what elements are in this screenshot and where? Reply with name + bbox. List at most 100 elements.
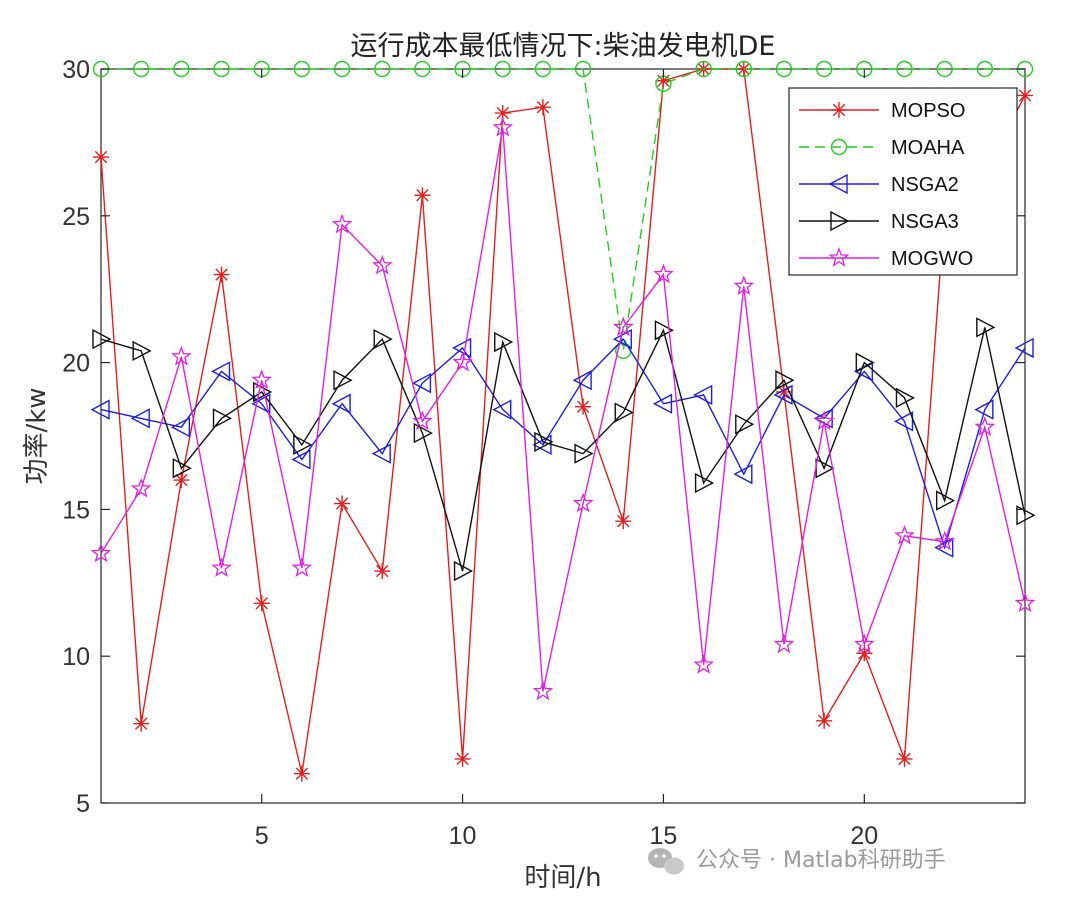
line-nsga3 bbox=[100, 327, 1026, 572]
point-nsga3-12 bbox=[534, 431, 554, 453]
point-nsga3-2 bbox=[132, 340, 152, 362]
legend-item-nsga2[interactable]: NSGA2 bbox=[799, 173, 959, 196]
point-mogwo-2 bbox=[130, 478, 152, 498]
point-nsga3-13 bbox=[574, 443, 594, 464]
point-moaha-4 bbox=[213, 60, 230, 78]
point-nsga2-4 bbox=[211, 361, 231, 382]
point-mopso-5 bbox=[253, 595, 270, 612]
x-tick-label: 5 bbox=[255, 822, 269, 850]
point-mogwo-17 bbox=[733, 275, 755, 296]
point-nsga2-1 bbox=[90, 399, 110, 420]
point-moaha-17 bbox=[735, 60, 752, 78]
point-moaha-3 bbox=[173, 60, 190, 78]
point-nsga3-6 bbox=[293, 434, 313, 455]
point-mogwo-4 bbox=[211, 557, 232, 577]
point-nsga3-14 bbox=[614, 402, 634, 423]
legend[interactable]: MOPSO MOAHA NSGA2 NSGA3 MOGWO bbox=[788, 87, 1018, 276]
legend-marker bbox=[830, 210, 850, 232]
point-moaha-9 bbox=[414, 60, 431, 78]
point-moaha-13 bbox=[574, 60, 592, 78]
point-nsga3-16 bbox=[694, 472, 715, 494]
point-mopso-19 bbox=[816, 712, 833, 729]
legend-item-mopso[interactable]: MOPSO bbox=[799, 100, 965, 122]
x-tick-label: 10 bbox=[449, 822, 477, 850]
series-mopso bbox=[93, 61, 1033, 782]
x-tick-label: 15 bbox=[650, 822, 678, 850]
point-nsga3-24 bbox=[1016, 505, 1036, 526]
y-tick-label: 20 bbox=[62, 350, 90, 378]
point-nsga2-2 bbox=[130, 408, 150, 429]
point-mogwo-23 bbox=[974, 416, 996, 436]
legend-box bbox=[788, 87, 1018, 276]
point-nsga2-15 bbox=[652, 393, 673, 414]
point-nsga2-7 bbox=[331, 393, 351, 414]
ticks-layer: 5 10 15 20 5 10 15 20 25 30 bbox=[62, 56, 1025, 850]
wechat-icon bbox=[648, 848, 684, 875]
point-nsga3-11 bbox=[494, 331, 514, 353]
point-mopso-6 bbox=[293, 765, 310, 782]
x-tick-label: 20 bbox=[850, 822, 878, 850]
point-mogwo-13 bbox=[572, 492, 594, 513]
point-moaha-11 bbox=[494, 60, 511, 78]
watermark: 公众号 · Matlab科研助手 bbox=[648, 848, 946, 875]
point-mogwo-14 bbox=[612, 316, 634, 337]
point-nsga3-17 bbox=[735, 414, 755, 435]
point-mopso-9 bbox=[414, 187, 431, 204]
point-mogwo-16 bbox=[693, 654, 714, 674]
legend-marker bbox=[828, 247, 850, 267]
legend-label: MOAHA bbox=[891, 137, 965, 159]
point-moaha-23 bbox=[976, 60, 994, 78]
point-moaha-22 bbox=[936, 60, 953, 78]
point-moaha-6 bbox=[293, 60, 311, 78]
point-nsga2-13 bbox=[572, 370, 592, 391]
point-mopso-10 bbox=[454, 750, 471, 767]
point-moaha-16 bbox=[695, 60, 712, 78]
point-moaha-2 bbox=[132, 60, 150, 78]
point-nsga2-21 bbox=[893, 411, 914, 432]
point-mogwo-12 bbox=[532, 680, 554, 701]
point-mogwo-6 bbox=[291, 557, 313, 577]
point-nsga3-15 bbox=[654, 320, 674, 341]
point-nsga2-16 bbox=[693, 384, 713, 406]
series-mogwo bbox=[90, 116, 1036, 701]
series-layer bbox=[90, 60, 1036, 782]
point-nsga2-10 bbox=[452, 337, 472, 359]
point-nsga3-8 bbox=[373, 328, 393, 350]
line-mogwo bbox=[100, 127, 1026, 692]
point-mopso-7 bbox=[334, 495, 351, 512]
x-axis-label: 时间/h bbox=[524, 863, 601, 893]
point-mopso-21 bbox=[896, 750, 913, 767]
y-axis-label: 功率/kw bbox=[22, 387, 52, 484]
point-moaha-19 bbox=[815, 60, 833, 78]
legend-item-moaha[interactable]: MOAHA bbox=[799, 137, 965, 159]
point-mopso-3 bbox=[173, 472, 190, 489]
point-mopso-1 bbox=[93, 149, 109, 166]
point-nsga3-18 bbox=[775, 370, 795, 391]
y-tick-label: 10 bbox=[62, 643, 90, 671]
point-mogwo-7 bbox=[331, 213, 353, 234]
point-nsga2-9 bbox=[411, 372, 432, 394]
point-mogwo-5 bbox=[251, 369, 273, 389]
point-mogwo-22 bbox=[934, 530, 955, 551]
line-mopso bbox=[100, 68, 1026, 774]
point-nsga2-22 bbox=[934, 537, 954, 558]
point-mopso-14 bbox=[615, 513, 632, 530]
point-mogwo-11 bbox=[492, 116, 514, 137]
point-moaha-12 bbox=[534, 60, 552, 78]
point-moaha-18 bbox=[775, 60, 793, 78]
point-mogwo-1 bbox=[90, 542, 112, 563]
point-nsga2-14 bbox=[612, 328, 632, 350]
point-nsga3-21 bbox=[895, 387, 915, 408]
legend-item-nsga3[interactable]: NSGA3 bbox=[799, 210, 959, 233]
legend-label: NSGA3 bbox=[891, 211, 959, 233]
point-moaha-8 bbox=[374, 60, 391, 78]
point-nsga2-23 bbox=[974, 399, 994, 420]
point-moaha-7 bbox=[333, 60, 351, 78]
point-mogwo-8 bbox=[371, 254, 393, 275]
y-tick-label: 30 bbox=[62, 56, 90, 84]
point-nsga3-1 bbox=[92, 328, 112, 350]
point-mopso-24 bbox=[1017, 87, 1033, 104]
legend-marker bbox=[828, 173, 848, 195]
legend-item-mogwo[interactable]: MOGWO bbox=[799, 247, 973, 270]
y-tick-label: 15 bbox=[62, 496, 90, 524]
